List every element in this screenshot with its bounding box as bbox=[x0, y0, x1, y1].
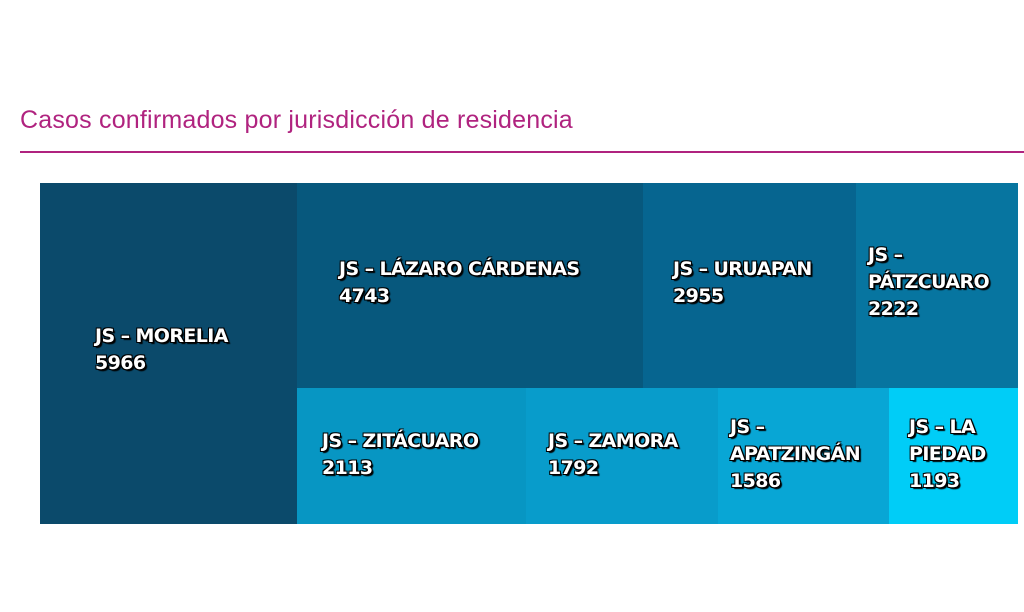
treemap-cell[interactable]: JS – LA PIEDAD 1193 bbox=[889, 388, 1018, 524]
cell-value: 1193 bbox=[909, 470, 960, 492]
cell-value: 5966 bbox=[95, 352, 146, 374]
cell-name: JS – LÁZARO CÁRDENAS bbox=[339, 258, 580, 280]
cell-value: 2955 bbox=[673, 285, 724, 307]
cell-value: 2222 bbox=[868, 298, 919, 320]
cell-value: 2113 bbox=[322, 457, 373, 479]
treemap-cell[interactable]: JS – MORELIA 5966 bbox=[40, 183, 297, 524]
cell-label: JS – APATZINGÁN 1586 bbox=[730, 414, 861, 495]
treemap-cell[interactable]: JS – ZITÁCUARO 2113 bbox=[297, 388, 526, 524]
cell-name: JS – LA PIEDAD bbox=[909, 416, 986, 465]
cell-label: JS – PÁTZCUARO 2222 bbox=[868, 242, 990, 323]
cell-name: JS – ZITÁCUARO bbox=[322, 430, 479, 452]
cell-name: JS – URUAPAN bbox=[673, 258, 812, 280]
cell-name: JS – PÁTZCUARO bbox=[868, 244, 990, 293]
cell-value: 1792 bbox=[548, 457, 599, 479]
treemap-cell[interactable]: JS – LÁZARO CÁRDENAS 4743 bbox=[297, 183, 643, 388]
treemap-cell[interactable]: JS – PÁTZCUARO 2222 bbox=[856, 183, 1018, 388]
cell-label: JS – ZITÁCUARO 2113 bbox=[322, 428, 479, 482]
cell-label: JS – URUAPAN 2955 bbox=[673, 256, 812, 310]
chart-title: Casos confirmados por jurisdicción de re… bbox=[20, 106, 573, 134]
cell-label: JS – LÁZARO CÁRDENAS 4743 bbox=[339, 256, 580, 310]
cell-label: JS – LA PIEDAD 1193 bbox=[909, 414, 986, 495]
cell-value: 4743 bbox=[339, 285, 390, 307]
treemap-cell[interactable]: JS – URUAPAN 2955 bbox=[643, 183, 856, 388]
treemap-cell[interactable]: JS – APATZINGÁN 1586 bbox=[718, 388, 889, 524]
cell-value: 1586 bbox=[730, 470, 781, 492]
treemap: JS – MORELIA 5966 JS – LÁZARO CÁRDENAS 4743… bbox=[40, 183, 1018, 524]
title-divider bbox=[20, 151, 1024, 153]
cell-name: JS – MORELIA bbox=[95, 325, 228, 347]
treemap-cell[interactable]: JS – ZAMORA 1792 bbox=[526, 388, 718, 524]
cell-label: JS – ZAMORA 1792 bbox=[548, 428, 678, 482]
cell-name: JS – APATZINGÁN bbox=[730, 416, 861, 465]
cell-label: JS – MORELIA 5966 bbox=[95, 323, 228, 377]
cell-name: JS – ZAMORA bbox=[548, 430, 678, 452]
